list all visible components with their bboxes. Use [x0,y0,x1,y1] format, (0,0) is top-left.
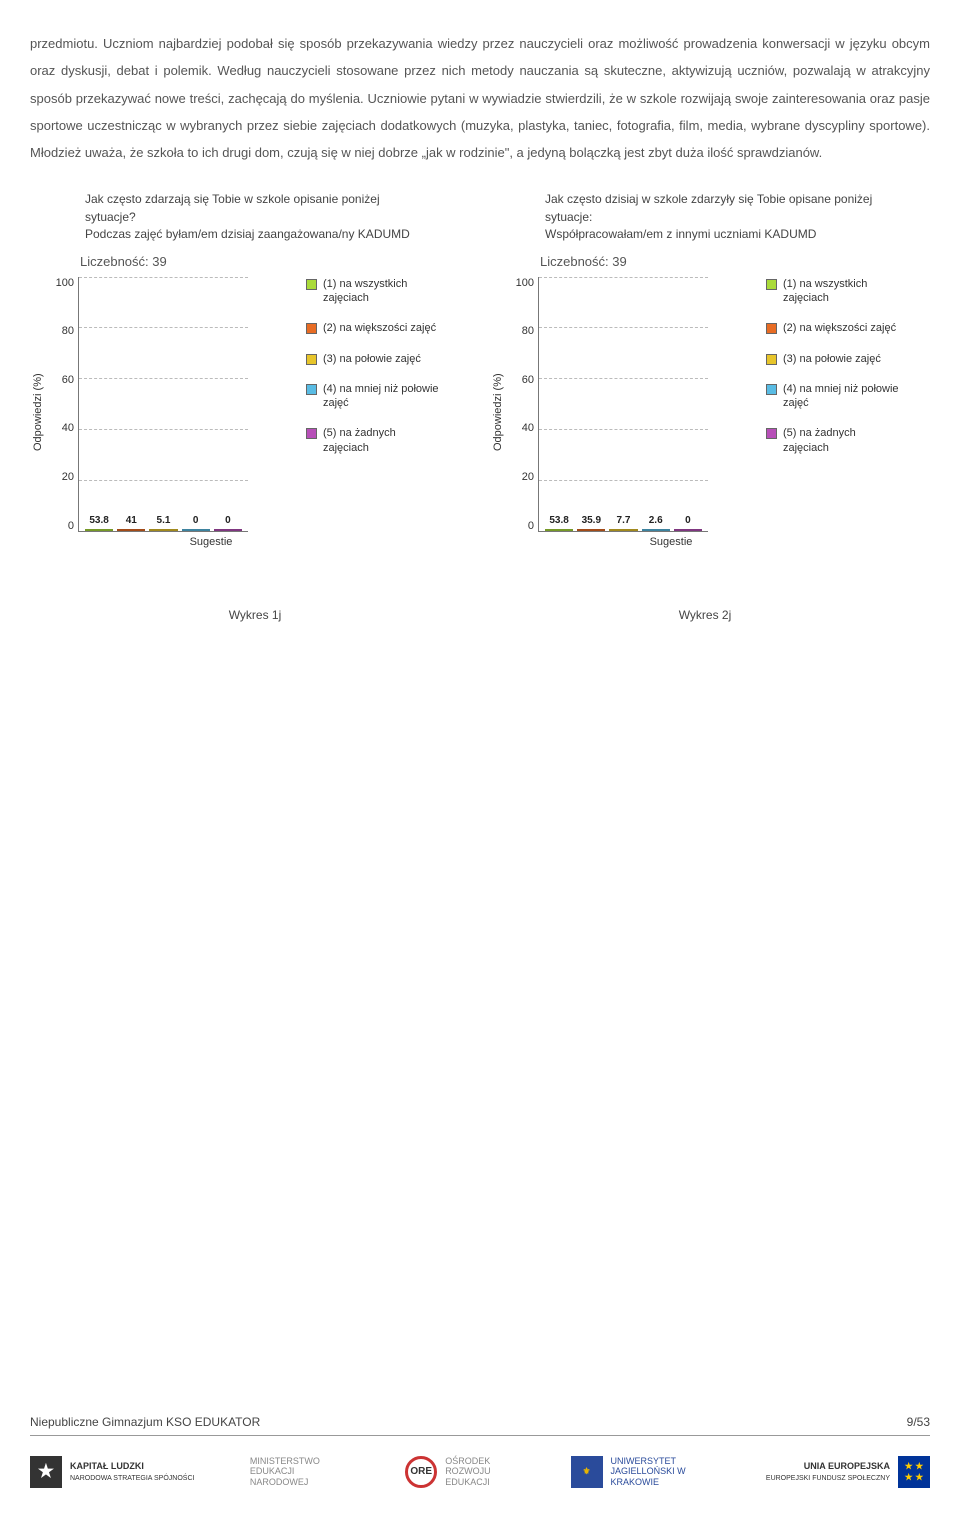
bar-slot: 5.1 [149,529,177,531]
bar [609,529,637,531]
logos-row: ★ KAPITAŁ LUDZKINARODOWA STRATEGIA SPÓJN… [30,1456,930,1488]
chart1-yaxis: Odpowiedzi (%) [30,277,48,548]
page-footer: Niepubliczne Gimnazjum KSO EDUKATOR 9/53… [30,1415,930,1488]
bar-value-label: 35.9 [582,515,601,526]
bar [642,529,670,531]
footer-left: Niepubliczne Gimnazjum KSO EDUKATOR [30,1415,260,1429]
bar [577,529,605,531]
legend-label: (5) na żadnych zajęciach [783,426,903,455]
legend-label: (4) na mniej niż połowie zajęć [323,382,443,411]
chart2-yaxis: Odpowiedzi (%) [490,277,508,548]
legend-label: (3) na połowie zajęć [783,352,881,366]
chart1-plot: 53.8 41 5.1 0 0 [78,277,248,532]
bar-slot: 0 [674,529,702,531]
logo-men: MINISTERSTWO EDUKACJI NARODOWEJ [250,1456,350,1488]
charts-row: Jak często zdarzają się Tobie w szkole o… [30,191,930,547]
legend-label: (5) na żadnych zajęciach [323,426,443,455]
legend-item: (4) na mniej niż połowie zajęć [306,382,443,411]
bar [149,529,177,531]
chart1-title: Jak często zdarzają się Tobie w szkole o… [85,191,425,243]
chart2-title: Jak często dzisiaj w szkole zdarzyły się… [545,191,885,243]
bar-value-label: 0 [225,515,231,526]
bar-slot: 41 [117,529,145,531]
chart2-count: Liczebność: 39 [540,254,930,269]
legend-swatch [766,279,777,290]
legend-item: (2) na większości zajęć [766,321,903,335]
logo-ue: UNIA EUROPEJSKAEUROPEJSKI FUNDUSZ SPOŁEC… [766,1456,930,1488]
legend-swatch [306,279,317,290]
bar-value-label: 2.6 [649,515,663,526]
logo-uj: ⚜ UNIWERSYTET JAGIELLOŃSKI W KRAKOWIE [571,1456,711,1488]
legend-label: (2) na większości zajęć [323,321,436,335]
bar-value-label: 41 [126,515,137,526]
bar-slot: 53.8 [545,529,573,531]
legend-item: (5) na żadnych zajęciach [306,426,443,455]
bar [182,529,210,531]
legend-swatch [766,384,777,395]
bar-value-label: 0 [193,515,199,526]
legend-swatch [306,428,317,439]
legend-item: (4) na mniej niż połowie zajęć [766,382,903,411]
logo-kapital: ★ KAPITAŁ LUDZKINARODOWA STRATEGIA SPÓJN… [30,1456,194,1488]
legend-label: (1) na wszystkich zajęciach [323,277,443,306]
bar-value-label: 5.1 [157,515,171,526]
legend-label: (3) na połowie zajęć [323,352,421,366]
chart-2: Jak często dzisiaj w szkole zdarzyły się… [490,191,930,547]
legend-item: (1) na wszystkich zajęciach [766,277,903,306]
bar [214,529,242,531]
chart1-count: Liczebność: 39 [80,254,470,269]
legend-label: (1) na wszystkich zajęciach [783,277,903,306]
bar [85,529,113,531]
bar-slot: 7.7 [609,529,637,531]
chart2-xaxis: Sugestie [586,536,756,548]
footer-right: 9/53 [907,1415,930,1429]
legend-item: (1) na wszystkich zajęciach [306,277,443,306]
legend-swatch [766,428,777,439]
legend-swatch [306,354,317,365]
bar-slot: 53.8 [85,529,113,531]
bar [674,529,702,531]
captions-row: Wykres 1j Wykres 2j [30,608,930,622]
bar-slot: 35.9 [577,529,605,531]
bar [117,529,145,531]
chart1-xaxis: Sugestie [126,536,296,548]
legend-swatch [306,323,317,334]
legend-item: (2) na większości zajęć [306,321,443,335]
legend-swatch [766,323,777,334]
legend-label: (2) na większości zajęć [783,321,896,335]
legend-swatch [306,384,317,395]
bar-slot: 0 [214,529,242,531]
bar-value-label: 53.8 [549,515,568,526]
bar-value-label: 0 [685,515,691,526]
bar-slot: 2.6 [642,529,670,531]
caption-1: Wykres 1j [30,608,480,622]
logo-ore: ORE OŚRODEK ROZWOJU EDUKACJI [405,1456,515,1488]
bar-slot: 0 [182,529,210,531]
chart2-yticks: 100806040200 [508,277,538,532]
caption-2: Wykres 2j [480,608,930,622]
chart1-legend: (1) na wszystkich zajęciach (2) na większ… [306,277,443,548]
legend-item: (3) na połowie zajęć [306,352,443,366]
legend-item: (3) na połowie zajęć [766,352,903,366]
chart2-plot: 53.8 35.9 7.7 2.6 0 [538,277,708,532]
bar [545,529,573,531]
legend-swatch [766,354,777,365]
legend-label: (4) na mniej niż połowie zajęć [783,382,903,411]
legend-item: (5) na żadnych zajęciach [766,426,903,455]
body-paragraph: przedmiotu. Uczniom najbardziej podobał … [30,30,930,166]
bar-value-label: 53.8 [89,515,108,526]
chart-1: Jak często zdarzają się Tobie w szkole o… [30,191,470,547]
bar-value-label: 7.7 [617,515,631,526]
chart1-yticks: 100806040200 [48,277,78,532]
chart2-legend: (1) na wszystkich zajęciach (2) na większ… [766,277,903,548]
